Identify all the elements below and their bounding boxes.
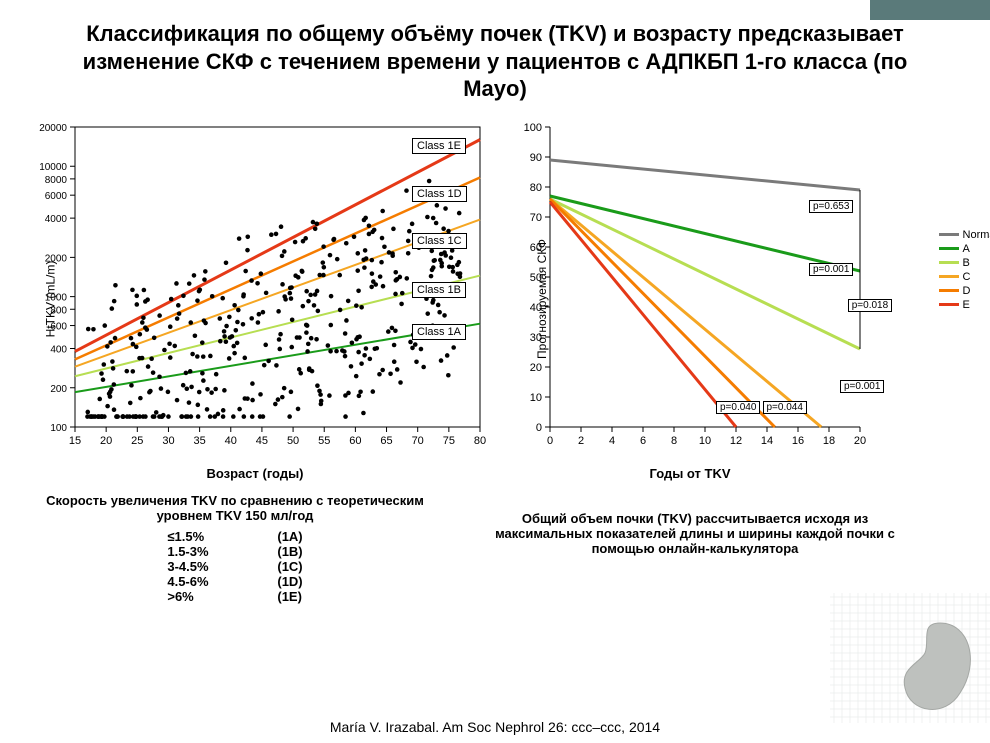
left-y-label: HtTKV (mL/m) xyxy=(43,260,57,337)
svg-text:4000: 4000 xyxy=(45,214,68,225)
legend-item: Normal xyxy=(939,229,990,241)
class-label: Class 1D xyxy=(412,186,467,202)
rate-row: 1.5-3%(1B) xyxy=(167,544,302,559)
p-value-box: p=0.001 xyxy=(809,263,853,276)
svg-text:80: 80 xyxy=(474,435,486,447)
svg-text:10: 10 xyxy=(699,435,711,447)
class-label: Class 1B xyxy=(412,282,466,298)
p-value-box: p=0.018 xyxy=(848,299,892,312)
p-value-box: p=0.040 xyxy=(716,401,760,414)
class-label: Class 1E xyxy=(412,138,466,154)
svg-text:35: 35 xyxy=(193,435,205,447)
svg-text:10: 10 xyxy=(530,392,542,404)
right-chart-svg: 024681012141618200102030405060708090100 xyxy=(510,117,870,457)
legend-item: D xyxy=(939,285,990,297)
right-y-label: Прогнозируемая СКФ xyxy=(535,239,549,359)
svg-text:70: 70 xyxy=(530,212,542,224)
rate-row: ≤1.5%(1A) xyxy=(167,529,302,544)
svg-text:80: 80 xyxy=(530,182,542,194)
svg-text:18: 18 xyxy=(823,435,835,447)
rate-table: ≤1.5%(1A)1.5-3%(1B)3-4.5%(1C)4.5-6%(1D)>… xyxy=(167,529,302,604)
class-label: Class 1C xyxy=(412,233,467,249)
svg-text:100: 100 xyxy=(50,423,67,434)
svg-text:2: 2 xyxy=(578,435,584,447)
rate-header: Скорость увеличения TKV по сравнению с т… xyxy=(20,493,450,523)
kidney-decoration-icon xyxy=(830,593,990,723)
description-block: Общий объем почки (TKV) рассчитывается и… xyxy=(480,493,910,604)
right-legend: Normal ABCDE xyxy=(939,227,990,313)
rate-row: 3-4.5%(1C) xyxy=(167,559,302,574)
svg-text:30: 30 xyxy=(162,435,174,447)
rate-row: 4.5-6%(1D) xyxy=(167,574,302,589)
legend-item: A xyxy=(939,243,990,255)
p-value-box: p=0.044 xyxy=(763,401,807,414)
legend-item: C xyxy=(939,271,990,283)
svg-text:12: 12 xyxy=(730,435,742,447)
svg-text:55: 55 xyxy=(318,435,330,447)
left-chart: HtTKV (mL/m) 15 20 25 30 35 40 45 50 55 60 65 70 75 8… xyxy=(20,117,490,481)
svg-text:40: 40 xyxy=(225,435,237,447)
class-label: Class 1A xyxy=(412,324,466,340)
right-chart: Прогнозируемая СКФ 0 2 4 6 8 10 12 14 16 18 20 0 10 2… xyxy=(510,117,930,481)
svg-text:400: 400 xyxy=(50,344,67,355)
slide: { "title": "Классификация по общему объё… xyxy=(0,0,990,743)
left-x-label: Возраст (годы) xyxy=(20,466,490,481)
legend-item: E xyxy=(939,299,990,311)
rate-row: >6%(1E) xyxy=(167,589,302,604)
slide-title: Классификация по общему объёму почек (TK… xyxy=(80,20,910,103)
svg-text:0: 0 xyxy=(536,422,542,434)
svg-text:8000: 8000 xyxy=(45,174,68,185)
svg-text:100: 100 xyxy=(524,122,542,134)
p-value-box: p=0.001 xyxy=(840,380,884,393)
svg-text:4: 4 xyxy=(609,435,615,447)
svg-text:20000: 20000 xyxy=(39,123,67,134)
svg-text:200: 200 xyxy=(50,383,67,394)
svg-text:70: 70 xyxy=(412,435,424,447)
svg-text:6000: 6000 xyxy=(45,191,68,202)
svg-text:20: 20 xyxy=(854,435,866,447)
svg-text:75: 75 xyxy=(443,435,455,447)
decorative-stripe xyxy=(870,0,990,20)
svg-text:16: 16 xyxy=(792,435,804,447)
svg-text:8: 8 xyxy=(671,435,677,447)
svg-text:25: 25 xyxy=(131,435,143,447)
p-value-box: p=0.653 xyxy=(809,200,853,213)
svg-text:0: 0 xyxy=(547,435,553,447)
svg-text:20: 20 xyxy=(530,362,542,374)
svg-text:6: 6 xyxy=(640,435,646,447)
svg-text:45: 45 xyxy=(256,435,268,447)
svg-text:60: 60 xyxy=(349,435,361,447)
svg-text:20: 20 xyxy=(100,435,112,447)
rate-block: Скорость увеличения TKV по сравнению с т… xyxy=(20,493,450,604)
svg-text:65: 65 xyxy=(380,435,392,447)
legend-item: B xyxy=(939,257,990,269)
svg-text:10000: 10000 xyxy=(39,162,67,173)
svg-text:14: 14 xyxy=(761,435,773,447)
svg-text:90: 90 xyxy=(530,152,542,164)
right-x-label: Годы от TKV xyxy=(510,466,870,481)
svg-text:15: 15 xyxy=(69,435,81,447)
svg-text:50: 50 xyxy=(287,435,299,447)
